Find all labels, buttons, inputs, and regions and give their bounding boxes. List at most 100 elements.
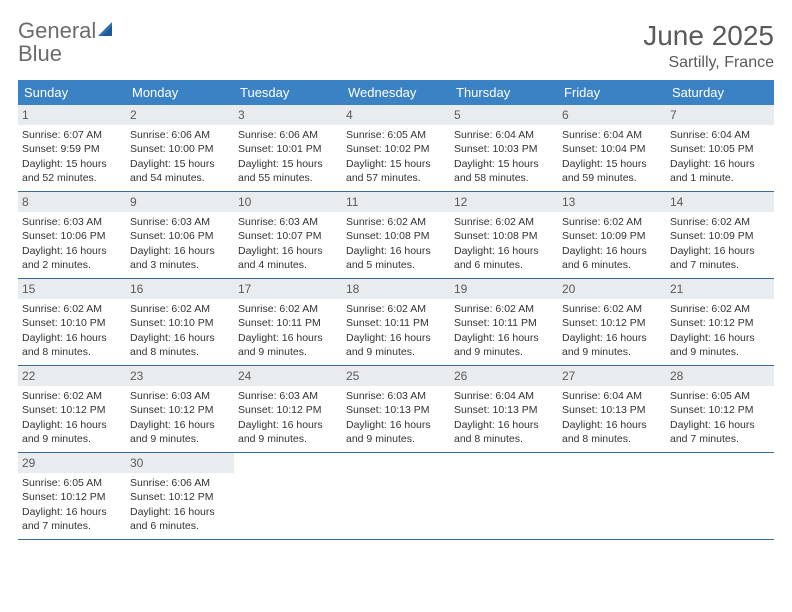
day-number: 20 (558, 279, 666, 299)
sunrise-text: Sunrise: 6:02 AM (562, 302, 662, 316)
location-label: Sartilly, France (643, 54, 774, 72)
weekday-friday: Friday (558, 80, 666, 105)
week-row: 29Sunrise: 6:05 AMSunset: 10:12 PMDaylig… (18, 453, 774, 540)
day-cell: 4Sunrise: 6:05 AMSunset: 10:02 PMDayligh… (342, 105, 450, 191)
sunrise-text: Sunrise: 6:06 AM (130, 128, 230, 142)
sunrise-text: Sunrise: 6:03 AM (130, 389, 230, 403)
page-header: General Blue June 2025 Sartilly, France (18, 20, 774, 72)
day-number: 22 (18, 366, 126, 386)
day-cell: 2Sunrise: 6:06 AMSunset: 10:00 PMDayligh… (126, 105, 234, 191)
sunset-text: Sunset: 10:13 PM (346, 403, 446, 417)
weekday-saturday: Saturday (666, 80, 774, 105)
sunset-text: Sunset: 10:12 PM (130, 490, 230, 504)
day-number: 26 (450, 366, 558, 386)
day-cell: 23Sunrise: 6:03 AMSunset: 10:12 PMDaylig… (126, 366, 234, 452)
daylight-text: Daylight: 16 hours and 9 minutes. (562, 331, 662, 359)
sunset-text: Sunset: 10:02 PM (346, 142, 446, 156)
sunset-text: Sunset: 10:12 PM (562, 316, 662, 330)
day-number: 9 (126, 192, 234, 212)
sunrise-text: Sunrise: 6:02 AM (22, 302, 122, 316)
day-number: 27 (558, 366, 666, 386)
day-cell: 12 Sunrise: 6:02 AMSunset: 10:08 PMDaylig… (450, 192, 558, 278)
sunrise-text: Sunrise: 6:04 AM (454, 389, 554, 403)
sunset-text: Sunset: 10:10 PM (130, 316, 230, 330)
daylight-text: Daylight: 15 hours and 59 minutes. (562, 157, 662, 185)
day-cell: 27Sunrise: 6:04 AMSunset: 10:13 PMDaylig… (558, 366, 666, 452)
daylight-text: Daylight: 16 hours and 9 minutes. (22, 418, 122, 446)
daylight-text: Daylight: 16 hours and 6 minutes. (454, 244, 554, 272)
day-number: 29 (18, 453, 126, 473)
sunset-text: Sunset: 10:04 PM (562, 142, 662, 156)
sunset-text: Sunset: 10:11 PM (454, 316, 554, 330)
daylight-text: Daylight: 16 hours and 9 minutes. (346, 331, 446, 359)
sunrise-text: Sunrise: 6:04 AM (670, 128, 770, 142)
sunset-text: Sunset: 10:10 PM (22, 316, 122, 330)
sunset-text: Sunset: 10:01 PM (238, 142, 338, 156)
sunrise-text: Sunrise: 6:03 AM (130, 215, 230, 229)
day-number: 23 (126, 366, 234, 386)
day-cell: 17Sunrise: 6:02 AMSunset: 10:11 PMDaylig… (234, 279, 342, 365)
daylight-text: Daylight: 16 hours and 9 minutes. (454, 331, 554, 359)
logo-text-1: General (18, 18, 96, 43)
sunset-text: Sunset: 10:11 PM (238, 316, 338, 330)
day-cell: 24Sunrise: 6:03 AMSunset: 10:12 PMDaylig… (234, 366, 342, 452)
daylight-text: Daylight: 16 hours and 2 minutes. (22, 244, 122, 272)
day-cell: 11Sunrise: 6:02 AMSunset: 10:08 PMDaylig… (342, 192, 450, 278)
day-number: 11 (342, 192, 450, 212)
sunset-text: Sunset: 10:06 PM (130, 229, 230, 243)
calendar-grid: SundayMondayTuesdayWednesdayThursdayFrid… (18, 80, 774, 540)
sunrise-text: Sunrise: 6:02 AM (670, 302, 770, 316)
daylight-text: Daylight: 16 hours and 1 minute. (670, 157, 770, 185)
weekday-monday: Monday (126, 80, 234, 105)
logo: General Blue (18, 20, 118, 66)
daylight-text: Daylight: 16 hours and 6 minutes. (130, 505, 230, 533)
day-cell-empty (558, 453, 666, 539)
day-cell: 8Sunrise: 6:03 AMSunset: 10:06 PMDayligh… (18, 192, 126, 278)
sunrise-text: Sunrise: 6:04 AM (562, 128, 662, 142)
daylight-text: Daylight: 15 hours and 54 minutes. (130, 157, 230, 185)
sunset-text: Sunset: 10:12 PM (670, 403, 770, 417)
week-row: 1Sunrise: 6:07 AMSunset: 9:59 PMDaylight… (18, 105, 774, 192)
weeks-container: 1Sunrise: 6:07 AMSunset: 9:59 PMDaylight… (18, 105, 774, 540)
day-number: 2 (126, 105, 234, 125)
day-number: 14 (666, 192, 774, 212)
daylight-text: Daylight: 16 hours and 7 minutes. (22, 505, 122, 533)
sunrise-text: Sunrise: 6:02 AM (562, 215, 662, 229)
sunrise-text: Sunrise: 6:05 AM (670, 389, 770, 403)
sunrise-text: Sunrise: 6:04 AM (562, 389, 662, 403)
weekday-wednesday: Wednesday (342, 80, 450, 105)
day-number: 24 (234, 366, 342, 386)
day-number: 15 (18, 279, 126, 299)
day-number: 18 (342, 279, 450, 299)
day-number: 19 (450, 279, 558, 299)
day-number: 7 (666, 105, 774, 125)
sunrise-text: Sunrise: 6:02 AM (454, 302, 554, 316)
month-title: June 2025 (643, 20, 774, 52)
day-cell: 20 Sunrise: 6:02 AMSunset: 10:12 PMDaylig… (558, 279, 666, 365)
sunrise-text: Sunrise: 6:02 AM (130, 302, 230, 316)
daylight-text: Daylight: 15 hours and 52 minutes. (22, 157, 122, 185)
sunrise-text: Sunrise: 6:05 AM (346, 128, 446, 142)
title-block: June 2025 Sartilly, France (643, 20, 774, 72)
day-cell: 6Sunrise: 6:04 AMSunset: 10:04 PMDayligh… (558, 105, 666, 191)
sunset-text: Sunset: 10:08 PM (454, 229, 554, 243)
weekday-sunday: Sunday (18, 80, 126, 105)
sunrise-text: Sunrise: 6:06 AM (130, 476, 230, 490)
day-cell: 29Sunrise: 6:05 AMSunset: 10:12 PMDaylig… (18, 453, 126, 539)
day-number: 12 (450, 192, 558, 212)
sunset-text: Sunset: 10:06 PM (22, 229, 122, 243)
sunrise-text: Sunrise: 6:06 AM (238, 128, 338, 142)
daylight-text: Daylight: 16 hours and 9 minutes. (238, 331, 338, 359)
sunrise-text: Sunrise: 6:02 AM (454, 215, 554, 229)
sunset-text: Sunset: 10:08 PM (346, 229, 446, 243)
sunrise-text: Sunrise: 6:03 AM (238, 215, 338, 229)
daylight-text: Daylight: 16 hours and 8 minutes. (454, 418, 554, 446)
day-cell: 16Sunrise: 6:02 AMSunset: 10:10 PMDaylig… (126, 279, 234, 365)
day-cell: 13Sunrise: 6:02 AMSunset: 10:09 PMDaylig… (558, 192, 666, 278)
daylight-text: Daylight: 16 hours and 7 minutes. (670, 244, 770, 272)
sunset-text: Sunset: 10:03 PM (454, 142, 554, 156)
daylight-text: Daylight: 16 hours and 4 minutes. (238, 244, 338, 272)
daylight-text: Daylight: 16 hours and 9 minutes. (238, 418, 338, 446)
daylight-text: Daylight: 16 hours and 3 minutes. (130, 244, 230, 272)
daylight-text: Daylight: 16 hours and 8 minutes. (562, 418, 662, 446)
